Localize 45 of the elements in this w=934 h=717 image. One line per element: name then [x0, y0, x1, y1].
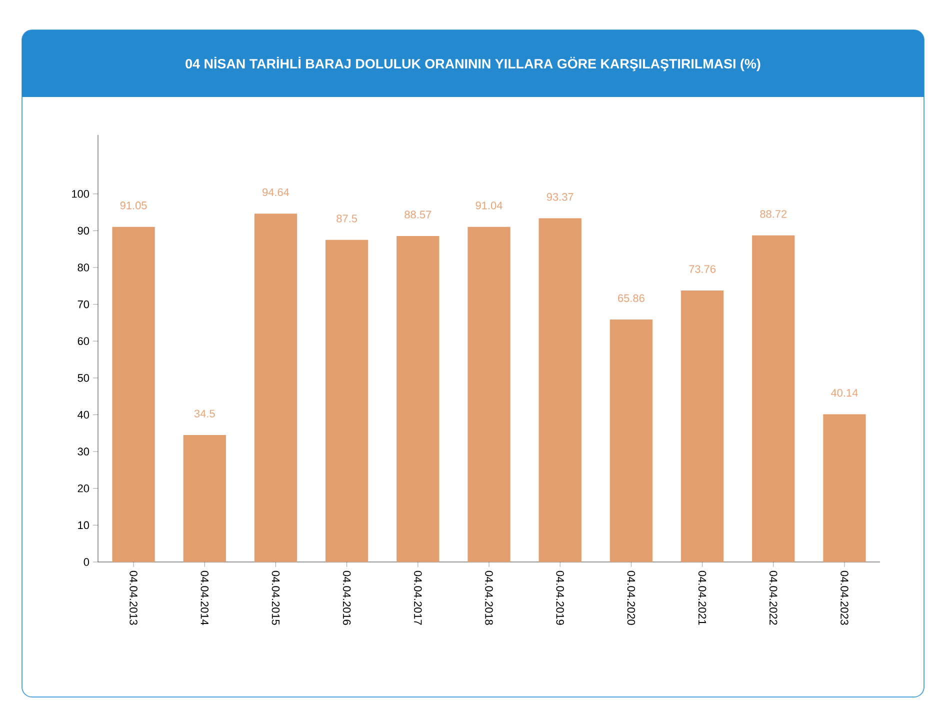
data-label: 88.72 [760, 210, 787, 218]
data-label: 93.37 [546, 193, 574, 201]
data-label: 65.86 [618, 294, 644, 302]
y-tick-label: 60 [78, 337, 90, 346]
bar [610, 320, 653, 562]
x-tick-label: 04.04.2015 [272, 570, 280, 625]
bar [326, 240, 368, 562]
x-tick-label: 04.04.2020 [627, 570, 636, 625]
y-tick-label: 70 [78, 300, 90, 308]
y-tick-label: 30 [78, 448, 90, 456]
data-label: 91.04 [476, 202, 502, 210]
data-label: 88.57 [404, 210, 432, 218]
bar [183, 434, 226, 562]
bar [538, 218, 582, 562]
bar [396, 236, 440, 562]
y-tick-label: 80 [78, 264, 90, 272]
x-tick-label: 04.04.2023 [840, 570, 848, 625]
x-tick-label: 04.04.2013 [130, 570, 138, 625]
y-tick-label: 0 [84, 558, 90, 566]
x-tick-label: 04.04.2021 [698, 570, 706, 625]
y-tick-label: 20 [78, 484, 90, 492]
x-tick-label: 04.04.2018 [485, 570, 493, 625]
bar [112, 226, 155, 562]
y-tick-label: 40 [78, 410, 90, 419]
y-tick-label: 50 [78, 374, 90, 382]
bar [752, 235, 795, 562]
x-tick-label: 04.04.2014 [200, 570, 209, 626]
bar [468, 226, 510, 562]
data-label: 91.05 [120, 202, 147, 210]
x-tick-label: 04.04.2019 [556, 570, 564, 625]
x-tick-label: 04.04.2017 [414, 570, 422, 625]
y-tick-label: 100 [72, 190, 90, 198]
data-label: 94.64 [262, 188, 290, 196]
y-tick-label: 90 [78, 226, 90, 235]
x-tick-label: 04.04.2022 [769, 570, 778, 625]
data-label: 73.76 [689, 265, 716, 273]
y-tick-label: 10 [78, 521, 90, 530]
bar [254, 214, 298, 562]
chart-title: 04 NİSAN TARİHLİ BARAJ DOLULUK ORANININ YILLARA GÖRE KARŞILAŞTIRILMASI (%) [186, 56, 760, 72]
data-label: 34.5 [194, 410, 215, 418]
bar [823, 414, 866, 562]
data-label: 87.5 [336, 214, 358, 222]
x-tick-label: 04.04.2016 [342, 570, 351, 625]
bar [680, 290, 724, 562]
data-label: 40.14 [831, 388, 858, 397]
